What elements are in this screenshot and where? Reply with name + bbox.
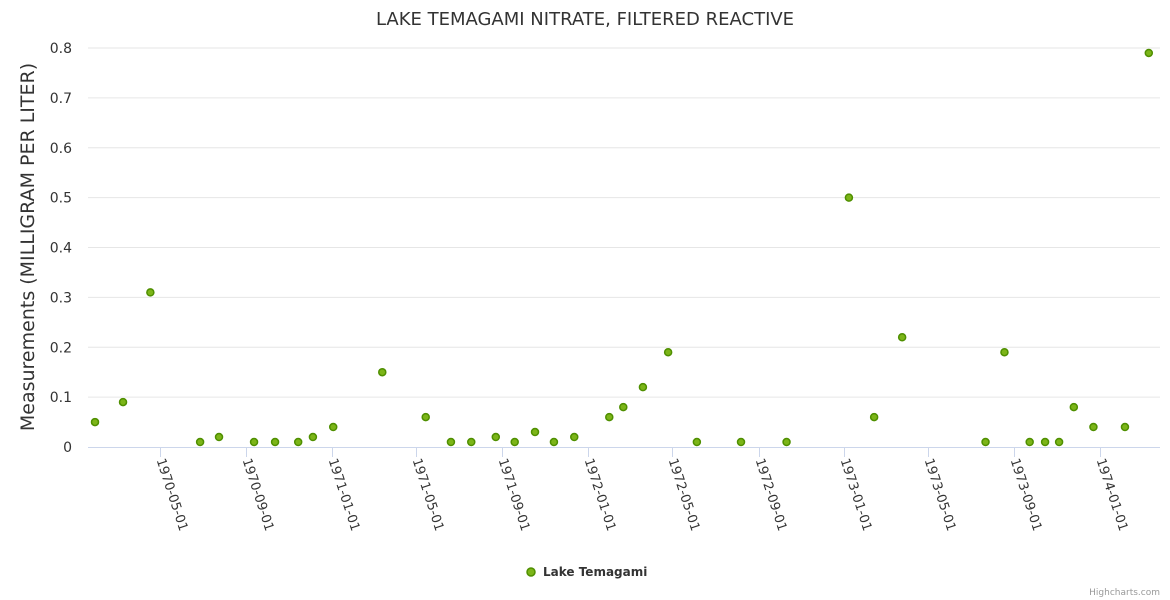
- data-point[interactable]: [1144, 48, 1154, 58]
- x-tick-label: 1970-09-01: [239, 457, 277, 533]
- data-point[interactable]: [530, 427, 540, 437]
- data-point[interactable]: [549, 437, 559, 447]
- data-point[interactable]: [1089, 422, 1098, 432]
- y-tick-label: 0.6: [50, 141, 72, 157]
- data-point[interactable]: [981, 437, 990, 447]
- data-point[interactable]: [90, 417, 100, 427]
- x-axis: 1970-05-01 1970-09-01 1971-01-01 1971-05-01…: [88, 447, 1160, 533]
- data-point[interactable]: [1069, 402, 1079, 412]
- data-point[interactable]: [421, 412, 430, 422]
- x-tick-label: 1973-05-01: [921, 457, 959, 533]
- y-tick-label: 0.3: [50, 290, 72, 306]
- data-point[interactable]: [214, 432, 224, 442]
- data-point[interactable]: [446, 437, 456, 447]
- grid-lines: [88, 47, 1160, 398]
- y-tick-label: 0.8: [50, 41, 72, 57]
- y-tick-label: 0.7: [50, 91, 72, 107]
- data-point[interactable]: [736, 437, 746, 447]
- x-tick-label: 1971-09-01: [495, 457, 533, 533]
- data-point[interactable]: [118, 397, 128, 407]
- data-point[interactable]: [146, 288, 155, 297]
- data-point[interactable]: [869, 412, 879, 422]
- x-tick-label: 1973-09-01: [1007, 457, 1045, 533]
- legend-item[interactable]: Lake Temagami: [526, 565, 647, 579]
- y-tick-label: 0.2: [50, 340, 72, 356]
- y-tick-label: 0.5: [50, 191, 72, 207]
- legend-marker: [526, 567, 536, 577]
- x-tick-label: 1972-09-01: [752, 457, 790, 533]
- series-points: [90, 48, 1154, 447]
- data-point[interactable]: [844, 193, 854, 202]
- data-point[interactable]: [467, 437, 476, 447]
- chart-title: LAKE TEMAGAMI NITRATE, FILTERED REACTIVE: [376, 9, 794, 30]
- x-tick-label: 1973-01-01: [837, 457, 875, 533]
- data-point[interactable]: [605, 412, 614, 422]
- x-tick-label: 1971-05-01: [409, 457, 447, 533]
- y-tick-label: 0.1: [50, 390, 72, 406]
- legend-label: Lake Temagami: [543, 565, 647, 579]
- data-point[interactable]: [897, 333, 907, 342]
- data-point[interactable]: [1120, 422, 1130, 432]
- data-point[interactable]: [195, 437, 205, 447]
- data-point[interactable]: [293, 437, 303, 447]
- data-point[interactable]: [570, 432, 579, 442]
- data-point[interactable]: [1040, 437, 1050, 447]
- data-point[interactable]: [1054, 437, 1064, 447]
- y-tick-label: 0.4: [50, 241, 72, 257]
- data-point[interactable]: [663, 347, 673, 357]
- data-point[interactable]: [510, 437, 519, 447]
- x-tick-label: 1974-01-01: [1093, 457, 1131, 533]
- data-point[interactable]: [270, 437, 280, 447]
- y-axis-title: Measurements (MILLIGRAM PER LITER): [17, 63, 39, 431]
- credits-link[interactable]: Highcharts.com: [1089, 588, 1160, 598]
- data-point[interactable]: [1000, 347, 1009, 357]
- x-tick-label: 1972-01-01: [581, 457, 619, 533]
- data-point[interactable]: [1025, 437, 1034, 447]
- data-point[interactable]: [308, 432, 318, 442]
- x-tick-label: 1972-05-01: [665, 457, 703, 533]
- x-tick-label: 1971-01-01: [325, 457, 363, 533]
- y-tick-label: 0: [63, 440, 72, 456]
- x-tick-label: 1970-05-01: [153, 457, 191, 533]
- data-point[interactable]: [378, 367, 387, 377]
- data-point[interactable]: [692, 437, 702, 447]
- data-point[interactable]: [619, 402, 628, 412]
- y-axis-ticks: 0 0.1 0.2 0.3 0.4 0.5 0.6 0.7 0.8: [50, 41, 72, 456]
- data-point[interactable]: [328, 422, 338, 432]
- data-point[interactable]: [249, 437, 259, 447]
- data-point[interactable]: [782, 437, 791, 447]
- data-point[interactable]: [491, 432, 501, 442]
- data-point[interactable]: [638, 382, 648, 392]
